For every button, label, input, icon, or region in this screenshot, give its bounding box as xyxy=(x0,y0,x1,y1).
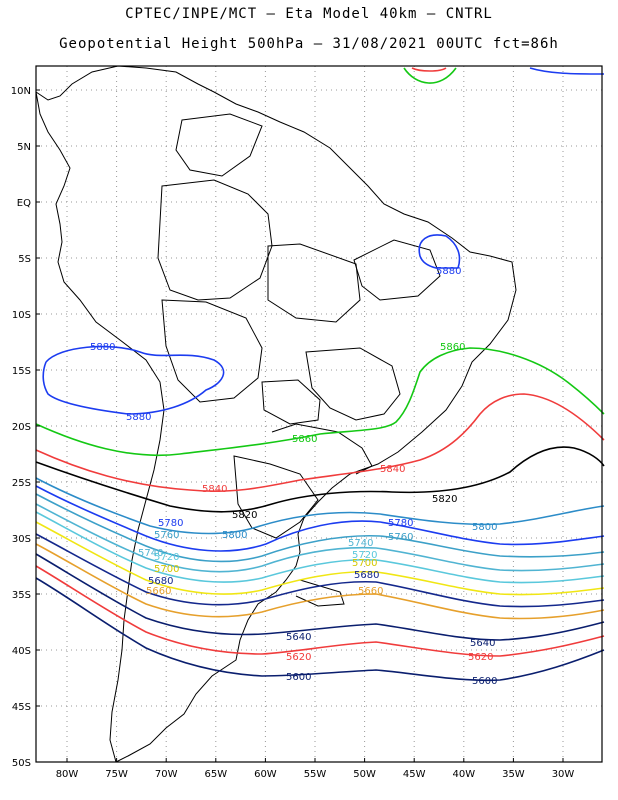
contour-5700 xyxy=(35,521,605,596)
lat-tick-label: 5S xyxy=(18,254,31,265)
label-5860-a: 5860 xyxy=(440,342,465,353)
lon-tick-label: 50W xyxy=(353,769,376,780)
label-5800-b: 5800 xyxy=(472,522,497,533)
contour-5860-top xyxy=(403,67,457,84)
label-5740-a: 5740 xyxy=(138,548,163,559)
contour-5680 xyxy=(35,533,605,608)
label-5860-b: 5860 xyxy=(292,434,317,445)
contour-5620 xyxy=(35,565,605,657)
label-5700-b: 5700 xyxy=(352,558,377,569)
label-5740-b: 5740 xyxy=(348,538,373,549)
lat-tick-label: 15S xyxy=(12,366,31,377)
contour-5800 xyxy=(35,477,605,535)
lat-tick-label: 5N xyxy=(17,142,31,153)
lon-tick-label: 80W xyxy=(56,769,79,780)
label-5880-c: 5880 xyxy=(126,412,151,423)
label-5720-a: 5720 xyxy=(154,552,179,563)
lat-lon-grid xyxy=(36,66,602,763)
lat-tick-label: 10N xyxy=(11,86,31,97)
label-5600-a: 5600 xyxy=(286,672,311,683)
label-5880-b: 5880 xyxy=(90,342,115,353)
lat-tick-label: EQ xyxy=(17,198,31,209)
label-5840-a: 5840 xyxy=(380,464,405,475)
label-5620-b: 5620 xyxy=(468,652,493,663)
lon-tick-label: 40W xyxy=(452,769,475,780)
label-5880-a: 5880 xyxy=(436,266,461,277)
label-5780-a: 5780 xyxy=(158,518,183,529)
contour-5820 xyxy=(35,446,605,513)
label-5600-b: 5600 xyxy=(472,676,497,687)
label-5700-a: 5700 xyxy=(154,564,179,575)
title-line-1: CPTEC/INPE/MCT – Eta Model 40km – CNTRL xyxy=(125,6,493,22)
lat-tick-label: 40S xyxy=(12,646,31,657)
contour-5780 xyxy=(35,485,605,552)
contour-5720 xyxy=(35,511,605,584)
lon-tick-label: 65W xyxy=(204,769,227,780)
lon-tick-label: 30W xyxy=(552,769,575,780)
coastline xyxy=(35,65,517,763)
label-5680-a: 5680 xyxy=(148,576,173,587)
lat-tick-label: 10S xyxy=(12,310,31,321)
lat-tick-label: 25S xyxy=(12,478,31,489)
contour-5760 xyxy=(35,493,605,563)
lon-tick-label: 35W xyxy=(502,769,525,780)
lon-tick-label: 60W xyxy=(254,769,277,780)
label-5800-a: 5800 xyxy=(222,530,247,541)
label-5660-b: 5660 xyxy=(358,586,383,597)
label-5660-a: 5660 xyxy=(146,586,171,597)
label-5820-b: 5820 xyxy=(432,494,457,505)
label-5780-b: 5780 xyxy=(388,518,413,529)
contour-5740 xyxy=(35,503,605,573)
contour-5880-north xyxy=(418,234,461,269)
lat-tick-label: 35S xyxy=(12,590,31,601)
label-5820-a: 5820 xyxy=(232,510,257,521)
lat-tick-label: 45S xyxy=(12,702,31,713)
label-5620-a: 5620 xyxy=(286,652,311,663)
label-5840-b: 5840 xyxy=(202,484,227,495)
label-5720-b: 5720 xyxy=(352,550,377,561)
title-line-2: Geopotential Height 500hPa – 31/08/2021 … xyxy=(59,36,559,52)
contour-5640 xyxy=(35,553,605,641)
contour-5660 xyxy=(35,543,605,620)
map-frame xyxy=(35,65,603,763)
contour-5840-top xyxy=(411,67,447,72)
contour-lines xyxy=(35,67,605,682)
label-5760-b: 5760 xyxy=(388,532,413,543)
contour-5880-top xyxy=(529,67,605,75)
lon-tick-label: 45W xyxy=(403,769,426,780)
lon-tick-label: 55W xyxy=(304,769,327,780)
label-5680-b: 5680 xyxy=(354,570,379,581)
lat-tick-label: 20S xyxy=(12,422,31,433)
contour-5600 xyxy=(35,577,605,682)
lon-tick-label: 75W xyxy=(105,769,128,780)
label-5640-b: 5640 xyxy=(470,638,495,649)
contour-5860 xyxy=(35,347,605,457)
contour-5840 xyxy=(35,393,605,493)
lat-tick-label: 30S xyxy=(12,534,31,545)
lon-tick-label: 70W xyxy=(155,769,178,780)
axis-ticks: 10N 5N EQ 5S 10S 15S 20S 25S 30S 35S 40S 45S 50S 80W 7… xyxy=(11,86,575,780)
contour-5880-bolivia xyxy=(42,345,225,415)
label-5760-a: 5760 xyxy=(154,530,179,541)
label-5640-a: 5640 xyxy=(286,632,311,643)
contour-labels: 5880 5880 5880 5860 5860 5840 5840 5820 … xyxy=(90,266,497,687)
lat-tick-label: 50S xyxy=(12,758,31,769)
